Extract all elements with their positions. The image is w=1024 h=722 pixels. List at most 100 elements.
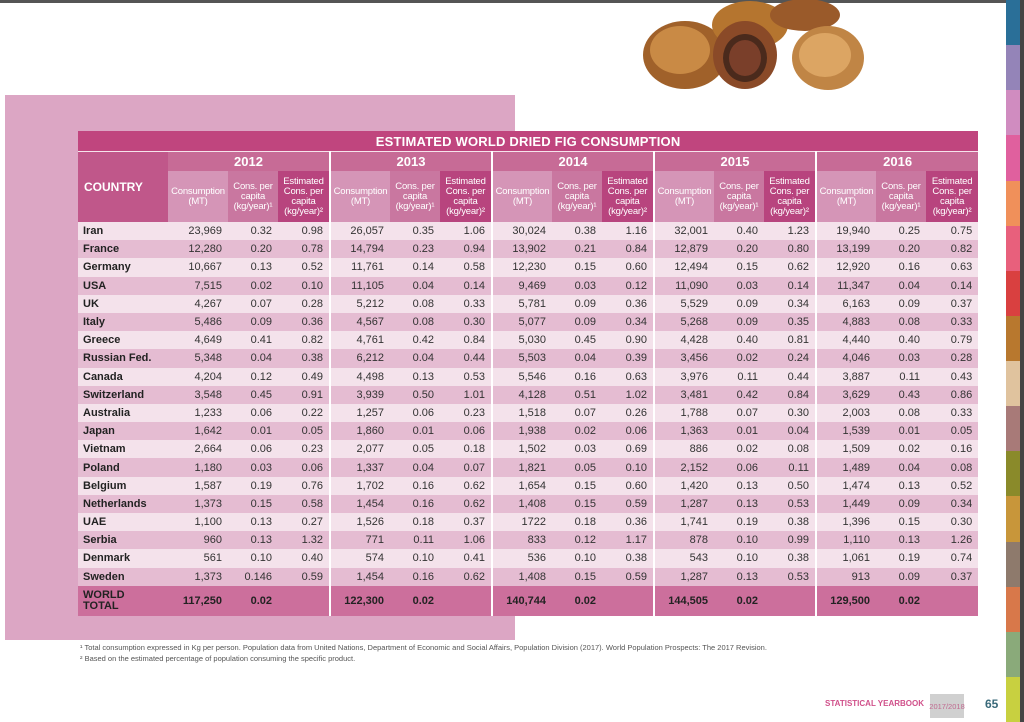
table-cell: 771 [329, 531, 390, 550]
table-cell: 4,267 [168, 294, 228, 313]
table-cell: 23,969 [168, 222, 228, 241]
table-cell: 4,649 [168, 331, 228, 350]
table-cell: 0.53 [764, 567, 816, 586]
column-header: Consumption (MT) [815, 171, 876, 222]
table-cell: 0.62 [764, 258, 816, 277]
column-header: Estimated Cons. per capita (kg/year)² [602, 171, 654, 222]
table-row: France 12,280 0.20 0.78 14,794 0.23 0.94 13,902… [78, 240, 979, 259]
total-cell: 122,300 [329, 585, 390, 616]
table-cell: 19,940 [815, 222, 876, 241]
table-cell: 0.38 [602, 549, 654, 568]
table-cell: 0.08 [876, 312, 926, 332]
table-cell: 1,642 [168, 422, 228, 441]
table-cell: 0.10 [714, 531, 764, 550]
table-cell: 0.09 [876, 294, 926, 313]
table-cell: 0.19 [228, 476, 278, 495]
table-cell: 0.16 [552, 367, 602, 386]
table-cell: 26,057 [329, 222, 390, 241]
table-cell: 0.59 [602, 494, 654, 513]
table-cell: 1.32 [278, 531, 330, 550]
country-name: Japan [78, 422, 168, 441]
window-top-border [0, 0, 1024, 3]
table-cell: 1,337 [329, 458, 390, 477]
country-name: Italy [78, 312, 168, 332]
table-cell: 0.32 [228, 222, 278, 241]
table-cell: 1,526 [329, 513, 390, 532]
table-cell: 6,163 [815, 294, 876, 313]
table-cell: 1,938 [491, 422, 552, 441]
table-cell: 0.45 [228, 385, 278, 404]
table-cell: 0.90 [602, 331, 654, 350]
column-header: Estimated Cons. per capita (kg/year)² [764, 171, 816, 222]
table-cell: 1,233 [168, 403, 228, 423]
country-name: Belgium [78, 476, 168, 495]
section-tab [1006, 406, 1020, 452]
table-cell: 0.04 [390, 276, 440, 295]
country-name: Iran [78, 222, 168, 241]
table-cell: 0.28 [278, 294, 330, 313]
table-cell: 0.11 [876, 367, 926, 386]
table-cell: 1,518 [491, 403, 552, 423]
table-cell: 0.37 [926, 567, 979, 586]
footnote-1: ¹ Total consumption expressed in Kg per … [80, 643, 767, 652]
table-title: ESTIMATED WORLD DRIED FIG CONSUMPTION [78, 131, 979, 152]
table-cell: 0.59 [602, 567, 654, 586]
country-name: Australia [78, 403, 168, 423]
table-cell: 0.41 [228, 331, 278, 350]
table-cell: 4,761 [329, 331, 390, 350]
year-header: 2016 [814, 151, 979, 171]
table-cell: 0.09 [228, 312, 278, 332]
table-cell: 13,199 [815, 240, 876, 259]
total-cell: 144,505 [653, 585, 714, 616]
table-cell: 1.16 [602, 222, 654, 241]
table-cell: 1,502 [491, 440, 552, 459]
table-cell: 0.63 [602, 367, 654, 386]
table-cell: 0.44 [440, 349, 492, 368]
country-name: Poland [78, 458, 168, 477]
table-cell: 886 [653, 440, 714, 459]
table-cell: 0.10 [228, 549, 278, 568]
table-cell: 0.33 [926, 403, 979, 423]
table-cell: 543 [653, 549, 714, 568]
table-cell: 0.10 [714, 549, 764, 568]
table-cell: 0.20 [228, 240, 278, 259]
section-tab [1006, 541, 1020, 587]
table-cell: 0.34 [602, 312, 654, 332]
table-cell: 0.02 [228, 276, 278, 295]
table-cell: 878 [653, 531, 714, 550]
table-cell: 0.12 [602, 276, 654, 295]
table-cell: 0.27 [278, 513, 330, 532]
country-name: USA [78, 276, 168, 295]
table-cell: 0.07 [552, 403, 602, 423]
section-tab [1006, 586, 1020, 632]
table-cell: 1,100 [168, 513, 228, 532]
section-tab [1006, 225, 1020, 271]
total-cell [278, 585, 330, 616]
table-cell: 0.62 [440, 476, 492, 495]
table-cell: 0.09 [552, 312, 602, 332]
table-cell: 0.81 [764, 331, 816, 350]
footnote-2: ² Based on the estimated percentage of p… [80, 654, 356, 663]
table-cell: 0.82 [926, 240, 979, 259]
table-cell: 1.17 [602, 531, 654, 550]
table-cell: 11,761 [329, 258, 390, 277]
table-cell: 0.84 [764, 385, 816, 404]
table-cell: 0.12 [552, 531, 602, 550]
table-cell: 0.60 [602, 258, 654, 277]
total-cell: 0.02 [390, 585, 440, 616]
table-cell: 0.13 [876, 531, 926, 550]
table-cell: 0.18 [440, 440, 492, 459]
table-cell: 0.06 [440, 422, 492, 441]
table-cell: 0.03 [552, 276, 602, 295]
table-cell: 0.42 [714, 385, 764, 404]
publication-name: STATISTICAL YEARBOOK [825, 699, 924, 708]
table-cell: 0.38 [278, 349, 330, 368]
table-cell: 0.35 [390, 222, 440, 241]
table-cell: 0.04 [552, 349, 602, 368]
table-cell: 0.10 [278, 276, 330, 295]
table-cell: 0.30 [926, 513, 979, 532]
table-cell: 4,128 [491, 385, 552, 404]
table-cell: 5,546 [491, 367, 552, 386]
table-cell: 0.06 [228, 440, 278, 459]
table-cell: 11,347 [815, 276, 876, 295]
